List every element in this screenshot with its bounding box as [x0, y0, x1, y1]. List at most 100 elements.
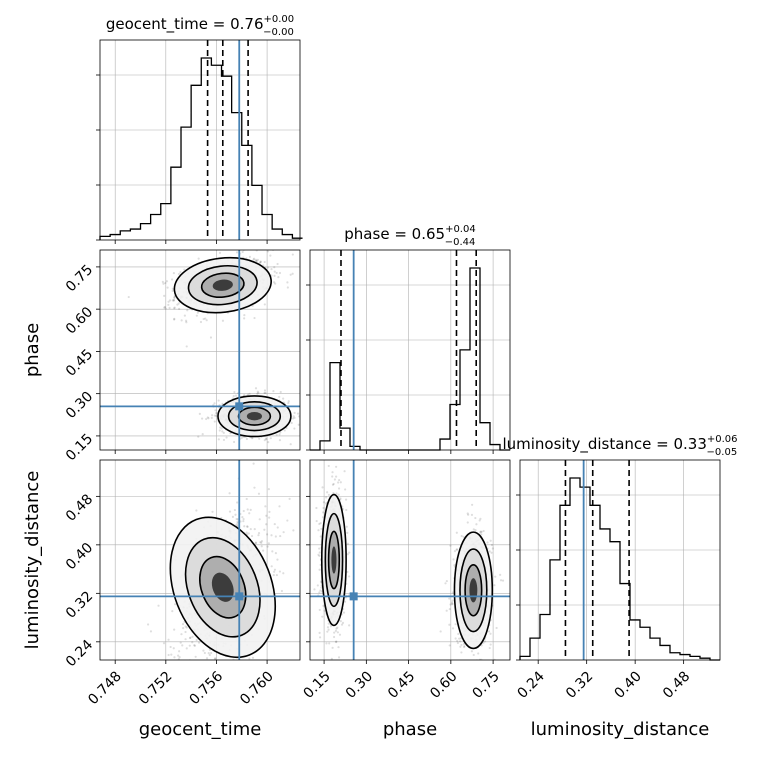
scatter-point	[234, 663, 236, 665]
title-minus: −0.00	[263, 27, 294, 38]
density-level-1-3	[246, 411, 263, 421]
scatter-point	[185, 647, 188, 650]
scatter-point	[287, 400, 290, 403]
tick-label-x-geocent_time: 0.752	[136, 668, 176, 708]
scatter-point	[224, 686, 226, 688]
scatter-point	[270, 268, 273, 271]
scatter-point	[191, 641, 194, 644]
histogram-phase	[310, 267, 510, 451]
scatter-point	[439, 630, 442, 633]
scatter-point	[269, 437, 272, 440]
scatter-point	[207, 652, 210, 655]
scatter-point	[265, 533, 269, 536]
scatter-point	[181, 675, 183, 677]
scatter-point	[210, 416, 213, 420]
scatter-point	[260, 539, 264, 543]
scatter-point	[274, 282, 277, 285]
title-phase: phase = 0.65+0.04 −0.44	[344, 224, 475, 248]
scatter-point	[213, 657, 217, 660]
scatter-point	[333, 631, 336, 634]
scatter-point	[235, 251, 239, 254]
scatter-point	[188, 636, 192, 640]
scatter-point	[236, 522, 239, 525]
scatter-point	[188, 644, 191, 647]
axis-label-x-geocent_time: geocent_time	[139, 719, 262, 740]
scatter-point	[246, 525, 249, 528]
scatter-point	[208, 653, 211, 657]
scatter-point	[501, 579, 505, 582]
scatter-point	[172, 647, 175, 650]
scatter-point	[283, 429, 286, 432]
scatter-point	[179, 270, 182, 274]
contour-0-2	[200, 272, 245, 299]
scatter-point	[318, 636, 322, 639]
scatter-point	[262, 549, 265, 552]
scatter-point	[172, 298, 176, 301]
scatter-point	[449, 603, 452, 606]
scatter-point	[214, 657, 217, 660]
scatter-point	[327, 493, 331, 496]
truth-marker	[235, 402, 244, 411]
scatter-point	[338, 633, 342, 636]
scatter-point	[273, 522, 276, 526]
scatter-point	[338, 478, 341, 482]
scatter-point	[318, 591, 321, 594]
scatter-point	[480, 533, 483, 536]
scatter-point	[185, 345, 188, 348]
scatter-point	[273, 570, 276, 573]
grid	[100, 460, 300, 660]
scatter-point	[198, 674, 200, 676]
scatter-point	[335, 640, 338, 643]
title-plus: +0.04	[445, 224, 476, 235]
scatter-point	[161, 280, 164, 284]
scatter-point	[178, 307, 181, 310]
scatter-point	[453, 564, 456, 567]
scatter-point	[467, 513, 470, 516]
scatter-point	[479, 531, 482, 534]
scatter-point	[292, 415, 295, 418]
scatter-point	[458, 637, 461, 640]
scatter-point	[489, 632, 492, 635]
scatter-point	[190, 664, 192, 666]
scatter-point	[258, 261, 262, 264]
scatter-point	[168, 306, 171, 309]
scatter-point	[346, 570, 349, 574]
panel-content	[310, 460, 510, 669]
scatter-point	[180, 633, 183, 636]
scatter-point	[157, 604, 160, 607]
scatter-point	[243, 525, 246, 528]
scatter-point	[217, 438, 220, 441]
scatter-point	[331, 646, 334, 649]
scatter-point	[319, 522, 322, 525]
tick-label-x-geocent_time: 0.760	[237, 668, 277, 708]
scatter-point	[185, 665, 187, 667]
scatter-point	[178, 656, 181, 659]
scatter-point	[162, 642, 166, 645]
scatter-point	[317, 529, 320, 532]
scatter-point	[322, 604, 325, 607]
scatter-point	[279, 390, 282, 394]
title-geocent_time: geocent_time = 0.76+0.00 −0.00	[106, 14, 294, 38]
scatter-point	[201, 433, 204, 436]
scatter-point	[335, 475, 338, 478]
scatter-point	[254, 387, 258, 390]
scatter-point	[253, 528, 256, 531]
density-level-0-3	[211, 572, 234, 602]
scatter-point	[318, 522, 321, 526]
scatter-point	[242, 520, 245, 523]
scatter-point	[163, 306, 166, 309]
contour-1-1	[459, 548, 488, 633]
scatter-point	[184, 319, 188, 322]
scatter-point	[223, 670, 225, 672]
grid-geocent_time	[100, 40, 300, 240]
scatter-point	[478, 667, 480, 669]
scatter-point	[494, 575, 497, 578]
scatter-point	[479, 530, 482, 533]
scatter-point	[171, 299, 174, 302]
scatter-point	[231, 515, 235, 518]
scatter-point	[229, 432, 232, 435]
scatter-point	[298, 415, 300, 418]
scatter-point	[474, 665, 476, 667]
axis-label-y-luminosity_distance: luminosity_distance	[22, 471, 43, 650]
scatter-point	[459, 645, 462, 648]
